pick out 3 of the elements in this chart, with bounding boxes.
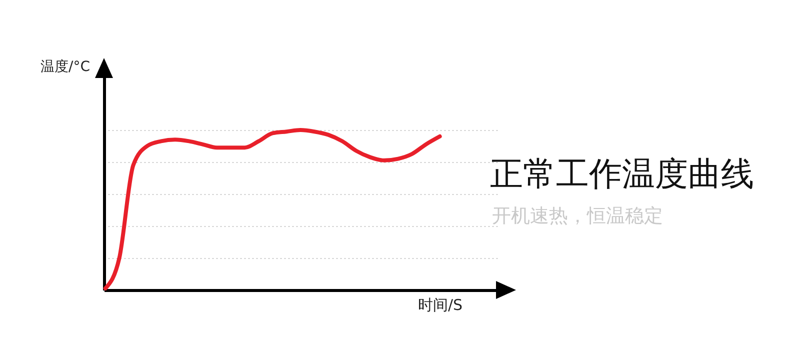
x-axis-title: 时间/S [418,296,463,315]
y-axis-title: 温度/°C [40,58,90,76]
text: 正常工作温度曲线 [490,153,754,195]
